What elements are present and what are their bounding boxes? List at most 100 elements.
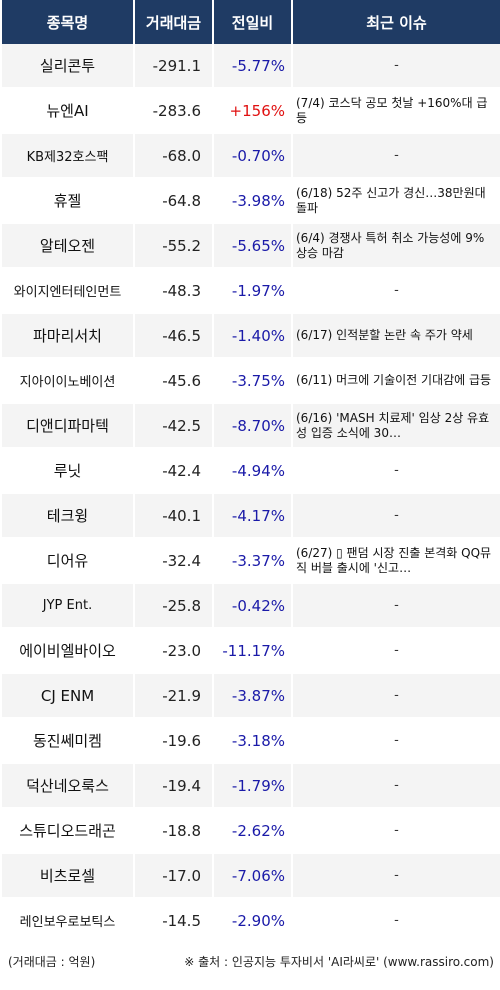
recent-issue: - bbox=[293, 854, 500, 899]
recent-issue: - bbox=[293, 899, 500, 944]
price-change: -0.70% bbox=[214, 134, 291, 179]
table-row[interactable]: 에이비엘바이오 -23.0 -11.17% - bbox=[2, 629, 500, 674]
issue-text: (6/27) ▯ 팬덤 시장 진출 본격화 QQ뮤직 버블 출시에 '신고… bbox=[296, 545, 492, 575]
recent-issue: - bbox=[293, 629, 500, 674]
price-change: -2.62% bbox=[214, 809, 291, 854]
price-change: -3.18% bbox=[214, 719, 291, 764]
header-name: 종목명 bbox=[2, 0, 133, 44]
trading-volume: -40.1 bbox=[135, 494, 212, 539]
price-change: -7.06% bbox=[214, 854, 291, 899]
table-row[interactable]: 비츠로셀 -17.0 -7.06% - bbox=[2, 854, 500, 899]
issue-text: (6/4) 경쟁사 특허 취소 가능성에 9% 상승 마감 bbox=[296, 230, 485, 260]
recent-issue: - bbox=[293, 44, 500, 89]
table-row[interactable]: 지아이이노베이션 -45.6 -3.75% (6/11) 머크에 기술이전 기대감에 … bbox=[2, 359, 500, 404]
trading-volume: -21.9 bbox=[135, 674, 212, 719]
trading-volume: -19.4 bbox=[135, 764, 212, 809]
price-change: -4.17% bbox=[214, 494, 291, 539]
table-row[interactable]: 테크윙 -40.1 -4.17% - bbox=[2, 494, 500, 539]
table-row[interactable]: 디앤디파마텍 -42.5 -8.70% (6/16) 'MASH 치료제' 임상 2상… bbox=[2, 404, 500, 449]
trading-volume: -25.8 bbox=[135, 584, 212, 629]
table-footer: (거래대금 : 억원) ※ 출처 : 인공지능 투자비서 'AI라씨로' (ww… bbox=[0, 944, 500, 978]
stock-name: 휴젤 bbox=[2, 179, 133, 224]
stock-name: 디앤디파마텍 bbox=[2, 404, 133, 449]
table-row[interactable]: CJ ENM -21.9 -3.87% - bbox=[2, 674, 500, 719]
stock-name: 파마리서치 bbox=[2, 314, 133, 359]
trading-volume: -64.8 bbox=[135, 179, 212, 224]
stock-name: 알테오젠 bbox=[2, 224, 133, 269]
table-body: 실리콘투 -291.1 -5.77% - 뉴엔AI -283.6 +156% (7/4) 코스… bbox=[2, 44, 500, 944]
table-row[interactable]: JYP Ent. -25.8 -0.42% - bbox=[2, 584, 500, 629]
price-change: -0.42% bbox=[214, 584, 291, 629]
recent-issue: (6/27) ▯ 팬덤 시장 진출 본격화 QQ뮤직 버블 출시에 '신고… bbox=[293, 539, 500, 584]
recent-issue: - bbox=[293, 764, 500, 809]
header-volume: 거래대금 bbox=[135, 0, 212, 44]
issue-text: (6/16) 'MASH 치료제' 임상 2상 유효성 입증 소식에 30… bbox=[296, 410, 490, 440]
trading-volume: -32.4 bbox=[135, 539, 212, 584]
recent-issue: - bbox=[293, 269, 500, 314]
recent-issue: (6/11) 머크에 기술이전 기대감에 급등 bbox=[293, 359, 500, 404]
stock-name: 비츠로셀 bbox=[2, 854, 133, 899]
stock-name: KB제32호스팩 bbox=[2, 134, 133, 179]
trading-volume: -68.0 bbox=[135, 134, 212, 179]
price-change: -5.77% bbox=[214, 44, 291, 89]
table-row[interactable]: 뉴엔AI -283.6 +156% (7/4) 코스닥 공모 첫날 +160%대 급등 bbox=[2, 89, 500, 134]
recent-issue: - bbox=[293, 494, 500, 539]
stock-name: 와이지엔터테인먼트 bbox=[2, 269, 133, 314]
price-change: -5.65% bbox=[214, 224, 291, 269]
price-change: -1.97% bbox=[214, 269, 291, 314]
stock-name: 지아이이노베이션 bbox=[2, 359, 133, 404]
table-row[interactable]: 동진쎄미켐 -19.6 -3.18% - bbox=[2, 719, 500, 764]
stock-name: 덕산네오룩스 bbox=[2, 764, 133, 809]
stock-name: CJ ENM bbox=[2, 674, 133, 719]
table-row[interactable]: 스튜디오드래곤 -18.8 -2.62% - bbox=[2, 809, 500, 854]
table-row[interactable]: 알테오젠 -55.2 -5.65% (6/4) 경쟁사 특허 취소 가능성에 9% 상… bbox=[2, 224, 500, 269]
table-row[interactable]: 레인보우로보틱스 -14.5 -2.90% - bbox=[2, 899, 500, 944]
price-change: -3.37% bbox=[214, 539, 291, 584]
unit-note: (거래대금 : 억원) bbox=[8, 954, 96, 969]
table-header: 종목명 거래대금 전일비 최근 이슈 bbox=[2, 0, 500, 44]
price-change: -1.40% bbox=[214, 314, 291, 359]
price-change: -4.94% bbox=[214, 449, 291, 494]
issue-text: (6/17) 인적분할 논란 속 주가 약세 bbox=[296, 328, 473, 342]
table-row[interactable]: 파마리서치 -46.5 -1.40% (6/17) 인적분할 논란 속 주가 약세 bbox=[2, 314, 500, 359]
price-change: -8.70% bbox=[214, 404, 291, 449]
recent-issue: (6/4) 경쟁사 특허 취소 가능성에 9% 상승 마감 bbox=[293, 224, 500, 269]
price-change: -3.98% bbox=[214, 179, 291, 224]
recent-issue: - bbox=[293, 674, 500, 719]
price-change: -1.79% bbox=[214, 764, 291, 809]
trading-volume: -291.1 bbox=[135, 44, 212, 89]
recent-issue: (6/18) 52주 신고가 경신…38만원대 돌파 bbox=[293, 179, 500, 224]
stock-name: 뉴엔AI bbox=[2, 89, 133, 134]
recent-issue: (6/17) 인적분할 논란 속 주가 약세 bbox=[293, 314, 500, 359]
recent-issue: - bbox=[293, 719, 500, 764]
trading-volume: -14.5 bbox=[135, 899, 212, 944]
issue-text: (6/18) 52주 신고가 경신…38만원대 돌파 bbox=[296, 185, 486, 215]
stock-name: 동진쎄미켐 bbox=[2, 719, 133, 764]
issue-text: (6/11) 머크에 기술이전 기대감에 급등 bbox=[296, 373, 492, 387]
source-note: ※ 출처 : 인공지능 투자비서 'AI라씨로' (www.rassiro.co… bbox=[184, 954, 494, 969]
recent-issue: (7/4) 코스닥 공모 첫날 +160%대 급등 bbox=[293, 89, 500, 134]
trading-volume: -283.6 bbox=[135, 89, 212, 134]
stock-name: 디어유 bbox=[2, 539, 133, 584]
trading-volume: -23.0 bbox=[135, 629, 212, 674]
price-change: +156% bbox=[214, 89, 291, 134]
stock-name: JYP Ent. bbox=[2, 584, 133, 629]
trading-volume: -45.6 bbox=[135, 359, 212, 404]
header-change: 전일비 bbox=[214, 0, 291, 44]
trading-volume: -18.8 bbox=[135, 809, 212, 854]
table-row[interactable]: 와이지엔터테인먼트 -48.3 -1.97% - bbox=[2, 269, 500, 314]
stock-name: 실리콘투 bbox=[2, 44, 133, 89]
table-row[interactable]: KB제32호스팩 -68.0 -0.70% - bbox=[2, 134, 500, 179]
header-issue: 최근 이슈 bbox=[293, 0, 500, 44]
table-row[interactable]: 덕산네오룩스 -19.4 -1.79% - bbox=[2, 764, 500, 809]
trading-volume: -17.0 bbox=[135, 854, 212, 899]
table-row[interactable]: 루닛 -42.4 -4.94% - bbox=[2, 449, 500, 494]
price-change: -11.17% bbox=[214, 629, 291, 674]
table-row[interactable]: 디어유 -32.4 -3.37% (6/27) ▯ 팬덤 시장 진출 본격화 QQ뮤직… bbox=[2, 539, 500, 584]
table-row[interactable]: 실리콘투 -291.1 -5.77% - bbox=[2, 44, 500, 89]
stock-name: 루닛 bbox=[2, 449, 133, 494]
table-row[interactable]: 휴젤 -64.8 -3.98% (6/18) 52주 신고가 경신…38만원대 돌파 bbox=[2, 179, 500, 224]
recent-issue: (6/16) 'MASH 치료제' 임상 2상 유효성 입증 소식에 30… bbox=[293, 404, 500, 449]
stock-name: 레인보우로보틱스 bbox=[2, 899, 133, 944]
